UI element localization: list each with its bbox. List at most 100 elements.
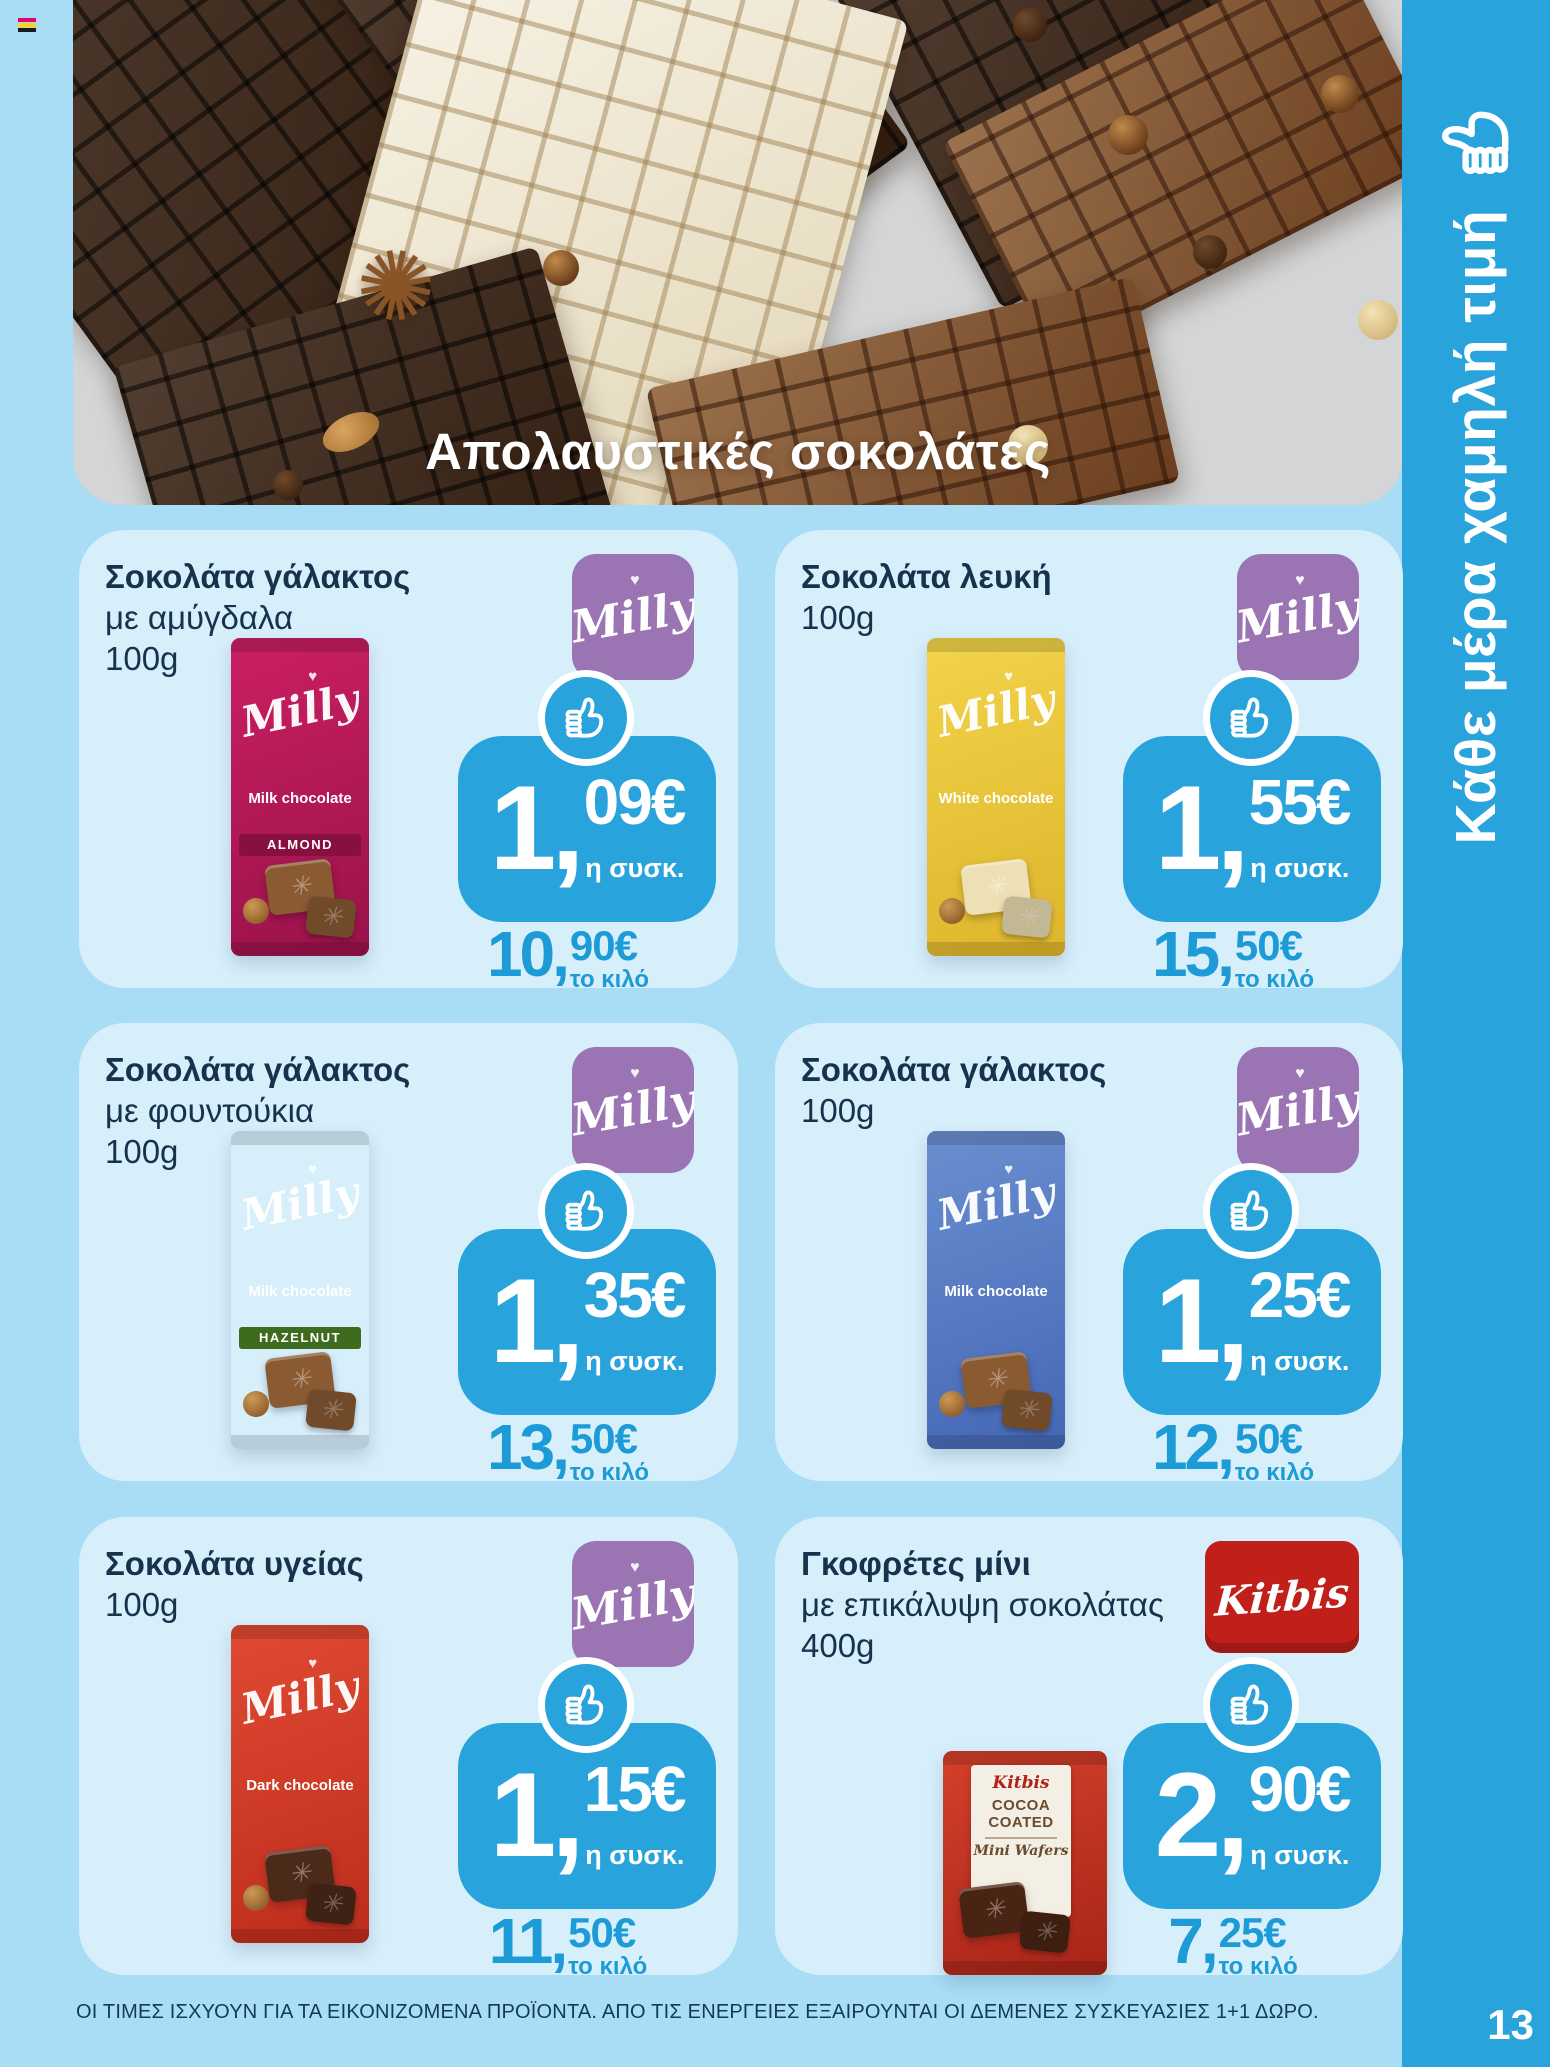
price-unit-label: η συσκ. bbox=[585, 1346, 685, 1377]
chocolate-pieces-art bbox=[231, 832, 369, 942]
product-card: Σοκολάτα γάλακτος με φουντούκια 100g ♥ M… bbox=[79, 1023, 738, 1486]
thumbs-up-icon bbox=[1428, 92, 1524, 188]
kilo-unit-label: το κιλό bbox=[568, 1952, 648, 1980]
print-mark-stripe bbox=[18, 23, 36, 27]
kilo-cents: 50€ bbox=[569, 1415, 638, 1462]
thumbs-up-icon bbox=[538, 1163, 634, 1259]
product-image: ♥ Milly White chocolate bbox=[927, 638, 1065, 956]
disclaimer-text: ΟΙ ΤΙΜΕΣ ΙΣΧΥΟΥΝ ΓΙΑ ΤΑ ΕΙΚΟΝΙΖΟΜΕΝΑ ΠΡΟ… bbox=[76, 2001, 1319, 2023]
nut-decoration bbox=[939, 1391, 965, 1417]
page-title: Απολαυστικές σοκολάτες bbox=[425, 423, 1051, 480]
wrapper-crimp bbox=[231, 1929, 369, 1943]
product-name-line: Σοκολάτα γάλακτος bbox=[105, 558, 411, 595]
kilo-euros: 11, bbox=[488, 1905, 568, 1977]
price-badge: 1, 55€ η συσκ. bbox=[1123, 736, 1381, 922]
price-per-kilo: 15, 50€ το κιλό bbox=[1103, 918, 1363, 994]
nut-decoration bbox=[1008, 425, 1048, 465]
heart-icon: ♥ bbox=[308, 668, 318, 685]
brand-logo-text: Milly bbox=[572, 1074, 694, 1146]
chocolate-chunk bbox=[1001, 895, 1053, 939]
package-subtitle: COCOA COATED bbox=[988, 1797, 1054, 1831]
brand-logo: ♥ Kitbis bbox=[1205, 1541, 1359, 1653]
heart-icon: ♥ bbox=[1004, 668, 1014, 685]
thumbs-up-icon bbox=[1203, 1163, 1299, 1259]
package-subtitle: Milk chocolate bbox=[248, 1283, 352, 1300]
price-unit-label: η συσκ. bbox=[1250, 1346, 1350, 1377]
thumbs-up-icon bbox=[538, 1657, 634, 1753]
hero-photo: ✺ Απολαυστικές σοκολάτες bbox=[73, 0, 1403, 505]
price-euros: 1, bbox=[489, 1748, 585, 1883]
brand-logo-text: Milly bbox=[572, 1568, 694, 1640]
product-name-line: 100g bbox=[801, 1092, 875, 1129]
package-brand-text: Milly bbox=[932, 1167, 1060, 1240]
package-brand-text: Milly bbox=[236, 1167, 364, 1240]
nut-decoration bbox=[243, 1885, 269, 1911]
wrapper-crimp bbox=[231, 942, 369, 956]
product-weight: 100g bbox=[105, 640, 179, 677]
price-badge: 2, 90€ η συσκ. bbox=[1123, 1723, 1381, 1909]
kilo-euros: 7, bbox=[1168, 1905, 1218, 1977]
kilo-euros: 15, bbox=[1151, 918, 1235, 990]
wrapper-crimp bbox=[943, 1961, 1107, 1975]
nut-decoration bbox=[243, 898, 269, 924]
nut-decoration bbox=[1321, 75, 1359, 113]
print-mark-stripe bbox=[18, 28, 36, 32]
price-euros: 1, bbox=[489, 761, 585, 896]
product-image: ♥ Milly Milk chocolate bbox=[927, 1131, 1065, 1449]
wrapper-crimp bbox=[927, 942, 1065, 956]
brand-logo-text: Kitbis bbox=[1213, 1568, 1351, 1626]
product-name-line: Σοκολάτα γάλακτος bbox=[105, 1051, 411, 1088]
price-per-kilo: 10, 90€ το κιλό bbox=[438, 918, 698, 994]
product-image: ♥ Milly Dark chocolate bbox=[231, 1625, 369, 1943]
wrapper-crimp bbox=[943, 1751, 1107, 1765]
thumbs-up-icon bbox=[1203, 1657, 1299, 1753]
product-image: ♥ Milly Milk chocolate ALMOND bbox=[231, 638, 369, 956]
heart-icon: ♥ bbox=[630, 1065, 640, 1082]
price-cents: 15€ bbox=[583, 1752, 687, 1825]
heart-icon: ♥ bbox=[1295, 572, 1305, 589]
product-name: Σοκολάτα γάλακτος με αμύγδαλα 100g bbox=[105, 556, 410, 679]
print-mark-stripe bbox=[18, 18, 36, 22]
nut-decoration bbox=[243, 1391, 269, 1417]
price-euros: 1, bbox=[489, 1254, 585, 1389]
sidebar-banner: Κάθε μέρα χαμηλή τιμή 13 bbox=[1402, 0, 1550, 2067]
nut-decoration bbox=[1013, 8, 1047, 42]
brand-logo: ♥ Milly bbox=[572, 554, 694, 680]
print-registration-mark bbox=[18, 18, 36, 33]
product-name: Σοκολάτα γάλακτος με φουντούκια 100g bbox=[105, 1049, 410, 1172]
product-name-line: Γκοφρέτες μίνι bbox=[801, 1545, 1031, 1582]
chocolate-chunk bbox=[1001, 1388, 1053, 1432]
heart-icon: ♥ bbox=[308, 1655, 318, 1672]
price-cents: 25€ bbox=[1248, 1258, 1352, 1331]
nut-decoration bbox=[543, 250, 579, 286]
chocolate-chunk bbox=[305, 1882, 357, 1926]
kilo-euros: 10, bbox=[486, 918, 570, 990]
thumbs-up-icon bbox=[1203, 670, 1299, 766]
kilo-unit-label: το κιλό bbox=[1234, 1458, 1315, 1486]
package-subtitle: Dark chocolate bbox=[246, 1777, 354, 1794]
price-unit-label: η συσκ. bbox=[1250, 853, 1350, 884]
chocolate-chunk bbox=[1019, 1910, 1071, 1954]
chocolate-pieces-art bbox=[231, 1819, 369, 1929]
wrapper-crimp bbox=[927, 638, 1065, 652]
price-unit-label: η συσκ. bbox=[585, 853, 685, 884]
chocolate-chunk bbox=[305, 1388, 357, 1432]
product-name-line: με αμύγδαλα bbox=[105, 599, 294, 636]
kilo-cents: 50€ bbox=[1234, 1415, 1303, 1462]
product-name-line: Σοκολάτα λευκή bbox=[801, 558, 1052, 595]
wrapper-crimp bbox=[231, 1435, 369, 1449]
product-card: Γκοφρέτες μίνι με επικάλυψη σοκολάτας 40… bbox=[775, 1517, 1403, 1980]
product-card: Σοκολάτα γάλακτος με αμύγδαλα 100g ♥ Mil… bbox=[79, 530, 738, 993]
wrapper-crimp bbox=[927, 1131, 1065, 1145]
nut-decoration bbox=[273, 470, 303, 500]
product-card: Σοκολάτα γάλακτος 100g ♥ Milly ♥ Milly M… bbox=[775, 1023, 1403, 1486]
brand-logo: ♥ Milly bbox=[572, 1047, 694, 1173]
kilo-cents: 25€ bbox=[1218, 1909, 1287, 1956]
heart-icon: ♥ bbox=[308, 1161, 318, 1178]
package-brand-text: Milly bbox=[236, 1661, 364, 1734]
product-name-line: 100g bbox=[801, 599, 875, 636]
price-cents: 35€ bbox=[583, 1258, 687, 1331]
sidebar-slogan: Κάθε μέρα χαμηλή τιμή bbox=[1444, 209, 1508, 845]
price-euros: 2, bbox=[1154, 1748, 1250, 1883]
